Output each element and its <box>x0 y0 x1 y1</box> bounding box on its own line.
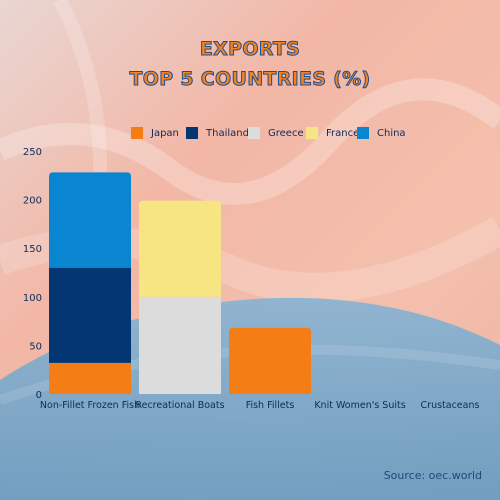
legend-label: France <box>326 127 360 139</box>
legend-item-greece: Greece <box>248 125 304 141</box>
x-tick-label: Fish Fillets <box>246 400 295 411</box>
legend-item-france: France <box>306 125 359 141</box>
bar-segment-thailand <box>49 267 131 363</box>
legend-item-thailand: Thailand <box>186 125 249 141</box>
legend-label: Japan <box>151 127 179 139</box>
legend-label: China <box>377 127 406 139</box>
legend-label: Thailand <box>206 127 249 139</box>
y-tick-label: 100 <box>23 293 42 304</box>
bar-segment-france <box>139 200 221 297</box>
legend-label: Greece <box>268 127 304 139</box>
legend-swatch <box>357 127 369 139</box>
x-tick-label: Recreational Boats <box>135 400 224 411</box>
bar-segment-greece <box>139 296 221 394</box>
y-tick-label: 200 <box>23 196 42 207</box>
chart-title-line-1: EXPORTS <box>199 38 301 61</box>
x-tick-label: Non-Fillet Frozen Fish <box>40 400 140 411</box>
legend-item-japan: Japan <box>131 125 179 141</box>
legend-swatch <box>306 127 318 139</box>
legend-swatch <box>131 127 143 139</box>
source-credit: Source: oec.world <box>383 469 482 482</box>
legend-swatch <box>248 127 260 139</box>
legend: Japan Thailand Greece France China <box>0 125 500 141</box>
y-tick-label: 250 <box>23 147 42 158</box>
x-tick-label: Crustaceans <box>421 400 480 411</box>
y-tick-label: 50 <box>29 341 42 352</box>
legend-item-china: China <box>357 125 406 141</box>
x-tick-label: Knit Women's Suits <box>314 400 405 411</box>
y-tick-label: 150 <box>23 244 42 255</box>
y-tick-label: 0 <box>36 390 42 401</box>
chart-title-line-2: TOP 5 COUNTRIES (%) <box>129 68 371 91</box>
bar-segment-japan <box>229 327 311 394</box>
legend-swatch <box>186 127 198 139</box>
bar-segment-china <box>49 172 131 268</box>
bar-segment-japan <box>49 362 131 394</box>
